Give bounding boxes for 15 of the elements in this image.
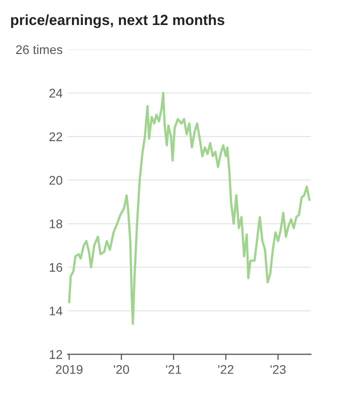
y-tick-label: 14 <box>50 306 62 316</box>
line-series <box>68 92 311 325</box>
x-tick-label: 2019 <box>56 365 82 374</box>
x-tick-label: '22 <box>218 365 234 374</box>
y-tick-label: 22 <box>49 132 62 142</box>
y-tick-label: 12 <box>50 350 62 359</box>
y-tick-label: 24 <box>49 88 62 98</box>
x-tick-label: '23 <box>270 365 286 374</box>
y-tick-label: 18 <box>50 219 62 228</box>
y-tick-label: 26 times <box>16 44 62 54</box>
x-tick-label: '21 <box>166 365 182 374</box>
chart-title: price/earnings, next 12 months <box>11 14 224 28</box>
x-tick-label: '20 <box>114 365 130 374</box>
y-tick-label: 20 <box>49 176 62 185</box>
y-tick-label: 16 <box>50 263 62 272</box>
